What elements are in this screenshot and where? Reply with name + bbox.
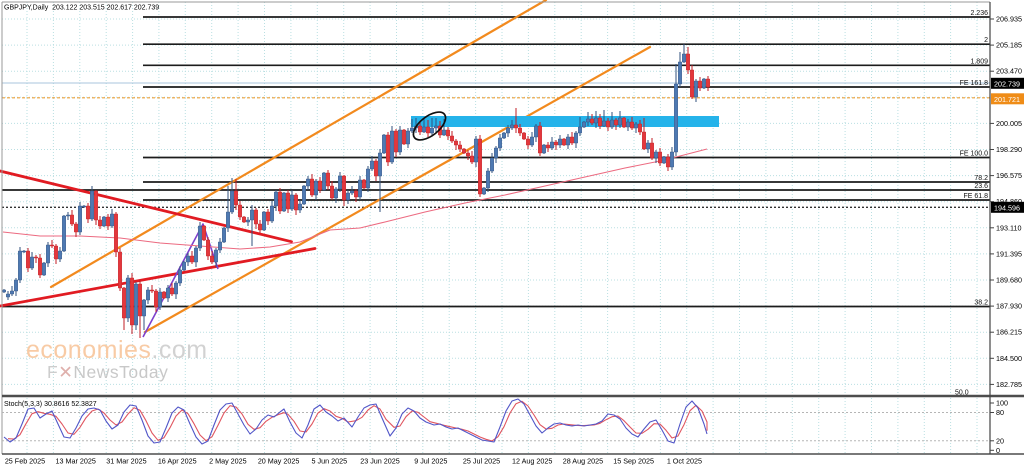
svg-text:FE 100.0: FE 100.0 xyxy=(960,151,989,158)
svg-text:202.739: 202.739 xyxy=(994,79,1020,88)
svg-text:economies.com: economies.com xyxy=(26,336,208,364)
svg-text:15 Sep 2025: 15 Sep 2025 xyxy=(613,457,654,466)
svg-text:9 Jul 2025: 9 Jul 2025 xyxy=(414,457,447,466)
svg-text:196.575: 196.575 xyxy=(996,171,1022,180)
svg-text:12 Aug 2025: 12 Aug 2025 xyxy=(512,457,552,466)
svg-text:20: 20 xyxy=(996,436,1004,445)
svg-text:184.500: 184.500 xyxy=(996,354,1022,363)
svg-text:194.596: 194.596 xyxy=(994,203,1020,212)
svg-text:25 Jul 2025: 25 Jul 2025 xyxy=(463,457,500,466)
svg-text:16 Apr 2025: 16 Apr 2025 xyxy=(158,457,197,466)
svg-text:193.110: 193.110 xyxy=(996,223,1021,232)
svg-text:23 Jun 2025: 23 Jun 2025 xyxy=(360,457,400,466)
svg-text:F✕NewsToday: F✕NewsToday xyxy=(47,362,168,382)
svg-text:38.2: 38.2 xyxy=(974,300,988,307)
svg-text:189.680: 189.680 xyxy=(996,276,1022,285)
svg-text:100: 100 xyxy=(996,399,1008,408)
svg-text:187.930: 187.930 xyxy=(996,302,1022,311)
svg-text:182.785: 182.785 xyxy=(996,380,1022,389)
svg-text:2.236: 2.236 xyxy=(970,10,988,17)
svg-text:186.215: 186.215 xyxy=(996,328,1022,337)
svg-text:2: 2 xyxy=(984,37,988,44)
svg-text:FE 161.8: FE 161.8 xyxy=(960,80,989,87)
svg-text:200.005: 200.005 xyxy=(996,119,1022,128)
svg-text:1 Oct 2025: 1 Oct 2025 xyxy=(667,457,702,466)
svg-text:80: 80 xyxy=(996,408,1004,417)
svg-text:28 Aug 2025: 28 Aug 2025 xyxy=(563,457,603,466)
svg-text:GBPJPY,Daily 203.122 203.515: GBPJPY,Daily 203.122 203.515 202.617 202… xyxy=(4,5,159,12)
svg-text:203.470: 203.470 xyxy=(996,67,1022,76)
svg-text:191.395: 191.395 xyxy=(996,249,1022,258)
svg-text:1.809: 1.809 xyxy=(970,58,988,65)
svg-text:5 Jun 2025: 5 Jun 2025 xyxy=(312,457,348,466)
svg-text:20 May 2025: 20 May 2025 xyxy=(258,457,300,466)
svg-text:50.0: 50.0 xyxy=(955,390,969,397)
svg-text:0: 0 xyxy=(996,446,1000,455)
svg-text:78.2: 78.2 xyxy=(974,175,988,182)
svg-text:31 Mar 2025: 31 Mar 2025 xyxy=(106,457,146,466)
svg-text:205.185: 205.185 xyxy=(996,41,1022,50)
svg-text:Stoch(5,3,3) 30.8616 52.3827: Stoch(5,3,3) 30.8616 52.3827 xyxy=(4,401,97,408)
svg-text:25 Feb 2025: 25 Feb 2025 xyxy=(5,457,45,466)
svg-text:13 Mar 2025: 13 Mar 2025 xyxy=(56,457,96,466)
svg-text:194.860: 194.860 xyxy=(996,197,1022,206)
svg-text:23.6: 23.6 xyxy=(974,183,988,190)
svg-text:FE 61.8: FE 61.8 xyxy=(963,193,988,200)
svg-text:2 May 2025: 2 May 2025 xyxy=(209,457,247,466)
svg-text:198.290: 198.290 xyxy=(996,145,1022,154)
svg-text:201.721: 201.721 xyxy=(994,95,1020,104)
svg-text:206.935: 206.935 xyxy=(996,15,1022,24)
